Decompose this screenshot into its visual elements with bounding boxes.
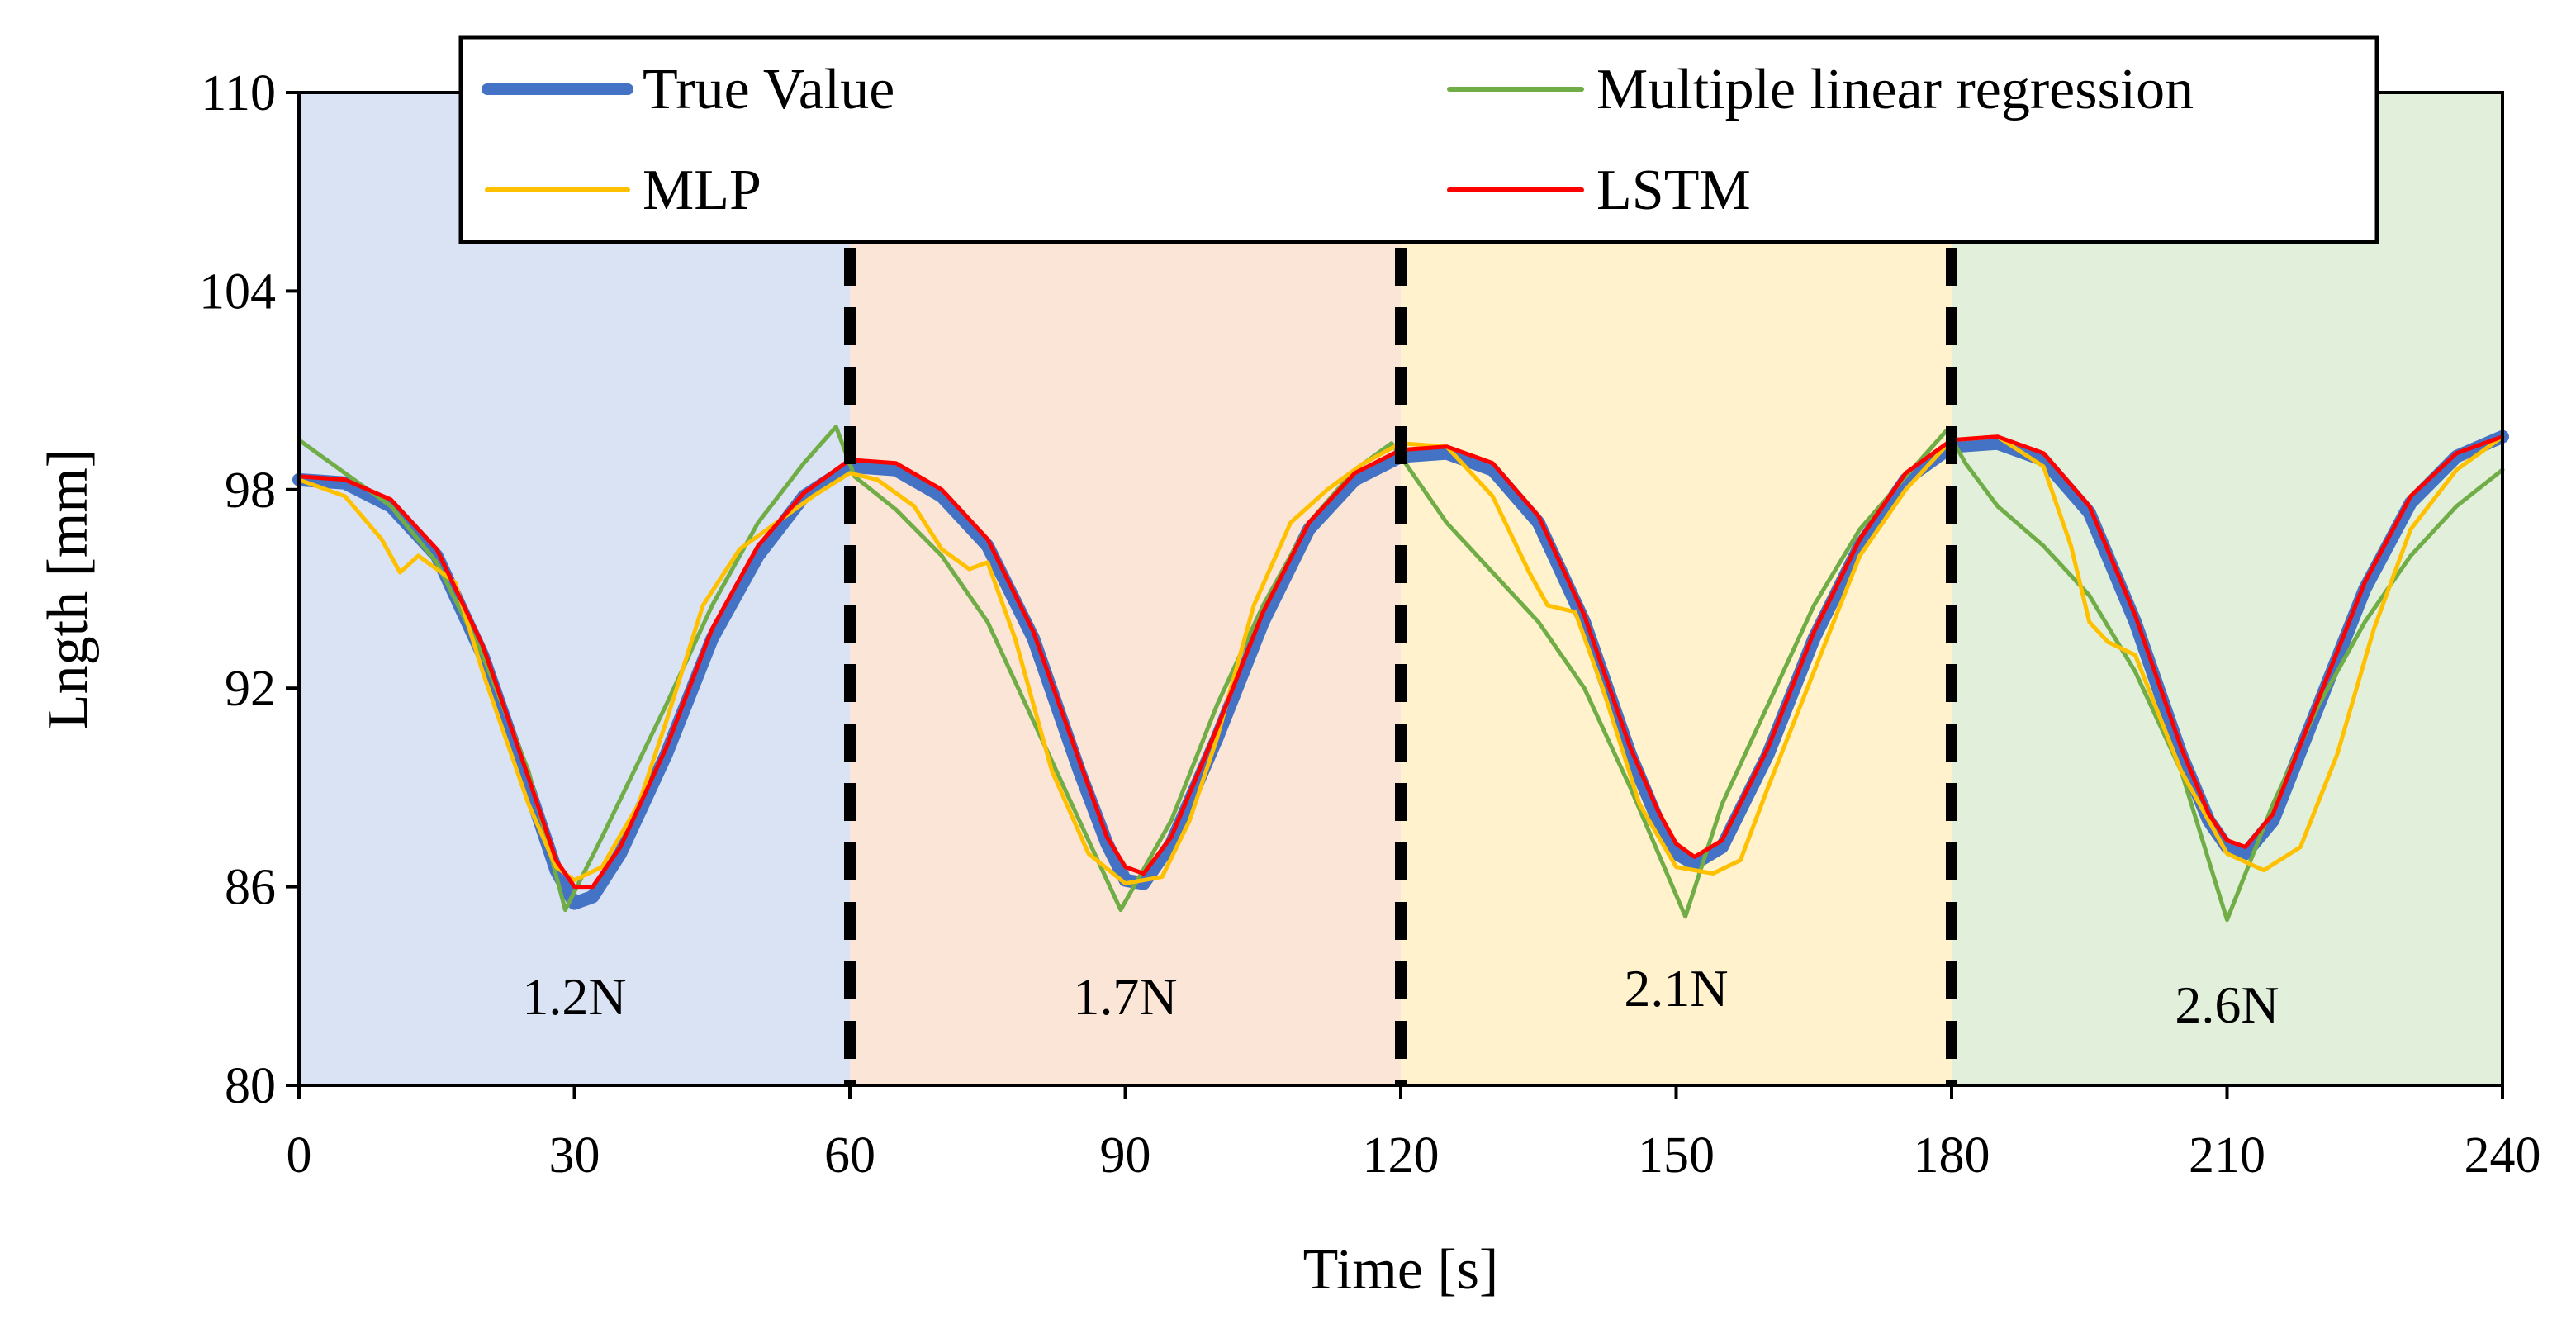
x-tick-label: 150 bbox=[1638, 1127, 1715, 1184]
x-tick-label: 60 bbox=[824, 1127, 875, 1184]
band-label: 1.2N bbox=[522, 967, 626, 1026]
legend: True Value Multiple linear regression MLP L… bbox=[458, 35, 2379, 244]
band-2 bbox=[1401, 93, 1952, 1085]
legend-box bbox=[458, 35, 2379, 244]
band-dividers bbox=[844, 248, 1957, 1085]
y-tick-label: 86 bbox=[225, 860, 276, 916]
band-label: 2.1N bbox=[1624, 959, 1728, 1018]
legend-label: True Value bbox=[643, 58, 894, 121]
band-0 bbox=[299, 93, 850, 1085]
band-label: 2.6N bbox=[2175, 975, 2279, 1034]
y-tick-label: 104 bbox=[199, 263, 276, 320]
series-line-2 bbox=[297, 434, 2505, 886]
x-axis-title: Time [s] bbox=[1303, 1238, 1499, 1302]
legend-label: LSTM bbox=[1596, 159, 1751, 222]
x-tick-label: 90 bbox=[1100, 1127, 1151, 1184]
x-tick-label: 30 bbox=[549, 1127, 600, 1184]
x-tick-label: 180 bbox=[1914, 1127, 1990, 1184]
x-tick-label: 120 bbox=[1363, 1127, 1440, 1184]
x-tick-label: 210 bbox=[2189, 1127, 2265, 1184]
legend-label: MLP bbox=[643, 159, 761, 222]
y-tick-label: 92 bbox=[225, 661, 276, 717]
x-axis: 0 30 60 90 120 150 180 210 240 bbox=[287, 1085, 2541, 1184]
x-tick-label: 240 bbox=[2465, 1127, 2541, 1184]
background-bands bbox=[299, 93, 2502, 1085]
y-tick-label: 98 bbox=[225, 463, 276, 519]
band-1 bbox=[850, 93, 1401, 1085]
legend-label: Multiple linear regression bbox=[1596, 58, 2194, 121]
y-tick-label: 80 bbox=[225, 1058, 276, 1114]
y-axis: 80 86 92 98 104 110 bbox=[199, 65, 299, 1114]
y-axis-title: Lngth [mm] bbox=[36, 448, 100, 729]
x-tick-label: 0 bbox=[287, 1127, 312, 1184]
y-tick-label: 110 bbox=[201, 65, 276, 121]
band-labels: 1.2N 1.7N 2.1N 2.6N bbox=[522, 959, 2279, 1034]
band-label: 1.7N bbox=[1073, 967, 1177, 1026]
